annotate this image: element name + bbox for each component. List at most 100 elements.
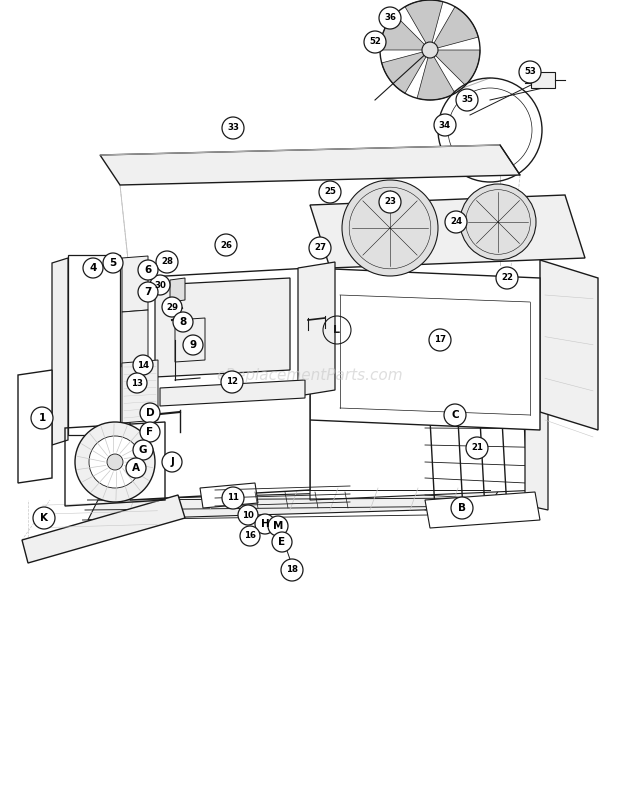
- Text: A: A: [132, 463, 140, 473]
- Text: 11: 11: [227, 494, 239, 502]
- Polygon shape: [525, 400, 548, 510]
- Polygon shape: [22, 495, 185, 563]
- Circle shape: [221, 371, 243, 393]
- Circle shape: [364, 31, 386, 53]
- Text: 13: 13: [131, 379, 143, 388]
- Text: 30: 30: [154, 281, 166, 290]
- Polygon shape: [310, 195, 585, 268]
- Text: E: E: [278, 537, 286, 547]
- Circle shape: [268, 516, 288, 536]
- Circle shape: [434, 114, 456, 136]
- Text: 27: 27: [314, 244, 326, 252]
- Text: H: H: [260, 519, 269, 529]
- Polygon shape: [52, 258, 68, 445]
- Circle shape: [379, 191, 401, 213]
- Circle shape: [456, 89, 478, 111]
- Circle shape: [156, 251, 178, 273]
- Circle shape: [183, 335, 203, 355]
- Text: 26: 26: [220, 240, 232, 249]
- Text: 4: 4: [89, 263, 97, 273]
- Circle shape: [342, 180, 438, 276]
- Circle shape: [140, 403, 160, 423]
- Polygon shape: [405, 0, 443, 50]
- Text: 16: 16: [244, 532, 256, 540]
- Circle shape: [215, 234, 237, 256]
- Circle shape: [75, 422, 155, 502]
- Text: 5: 5: [109, 258, 117, 268]
- Text: 7: 7: [144, 287, 152, 297]
- Polygon shape: [382, 50, 430, 93]
- Polygon shape: [122, 256, 148, 312]
- Circle shape: [255, 514, 275, 534]
- Polygon shape: [540, 260, 598, 430]
- Text: F: F: [146, 427, 154, 437]
- Circle shape: [133, 355, 153, 375]
- Text: 9: 9: [190, 340, 197, 350]
- Text: 35: 35: [461, 96, 473, 104]
- Text: 12: 12: [226, 377, 238, 387]
- Text: 8: 8: [179, 317, 187, 327]
- Text: 14: 14: [137, 361, 149, 369]
- Text: K: K: [40, 513, 48, 523]
- Text: L: L: [334, 325, 340, 335]
- Text: 22: 22: [501, 274, 513, 282]
- Circle shape: [429, 329, 451, 351]
- Polygon shape: [425, 492, 540, 528]
- Text: D: D: [146, 408, 154, 418]
- Text: 34: 34: [439, 120, 451, 130]
- Polygon shape: [298, 262, 335, 396]
- Circle shape: [445, 211, 467, 233]
- Text: M: M: [273, 521, 283, 531]
- Circle shape: [162, 452, 182, 472]
- Polygon shape: [100, 145, 520, 185]
- Text: 36: 36: [384, 13, 396, 22]
- Polygon shape: [175, 318, 205, 362]
- Text: 10: 10: [242, 510, 254, 520]
- Text: 1: 1: [38, 413, 46, 423]
- Polygon shape: [160, 380, 305, 406]
- Circle shape: [140, 422, 160, 442]
- Text: 24: 24: [450, 218, 462, 226]
- Circle shape: [222, 117, 244, 139]
- Circle shape: [222, 487, 244, 509]
- Polygon shape: [380, 15, 430, 50]
- Text: 52: 52: [369, 37, 381, 47]
- Text: 28: 28: [161, 258, 173, 267]
- Text: 53: 53: [524, 67, 536, 77]
- Text: 6: 6: [144, 265, 152, 275]
- Circle shape: [173, 312, 193, 332]
- Circle shape: [150, 275, 170, 295]
- Circle shape: [138, 260, 158, 280]
- Text: B: B: [458, 503, 466, 513]
- Circle shape: [444, 404, 466, 426]
- Circle shape: [126, 458, 146, 478]
- Circle shape: [466, 437, 488, 459]
- Polygon shape: [430, 6, 478, 50]
- Text: 33: 33: [227, 123, 239, 133]
- Polygon shape: [122, 310, 148, 367]
- Circle shape: [127, 373, 147, 393]
- Polygon shape: [200, 483, 258, 508]
- Circle shape: [89, 436, 141, 488]
- Circle shape: [519, 61, 541, 83]
- Polygon shape: [310, 330, 540, 500]
- Circle shape: [138, 282, 158, 302]
- Polygon shape: [170, 278, 185, 302]
- Text: 17: 17: [434, 335, 446, 345]
- Polygon shape: [417, 50, 455, 100]
- Text: 21: 21: [471, 444, 483, 452]
- Circle shape: [319, 181, 341, 203]
- Circle shape: [83, 258, 103, 278]
- Polygon shape: [122, 360, 158, 423]
- Circle shape: [162, 297, 182, 317]
- Polygon shape: [68, 255, 120, 435]
- Text: 25: 25: [324, 187, 336, 196]
- Polygon shape: [531, 72, 555, 88]
- Text: 29: 29: [166, 302, 178, 312]
- Circle shape: [107, 454, 123, 470]
- Circle shape: [238, 505, 258, 525]
- Circle shape: [422, 42, 438, 58]
- Circle shape: [309, 237, 331, 259]
- Circle shape: [133, 440, 153, 460]
- Text: G: G: [139, 445, 148, 455]
